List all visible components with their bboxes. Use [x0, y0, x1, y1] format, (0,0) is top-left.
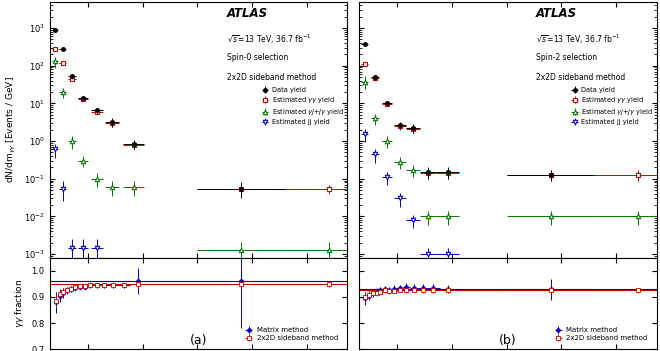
Text: Spin-2 selection: Spin-2 selection — [536, 53, 597, 62]
Text: 2x2D sideband method: 2x2D sideband method — [536, 73, 626, 82]
Legend: Matrix method, 2x2D sideband method: Matrix method, 2x2D sideband method — [241, 324, 341, 344]
Legend: Matrix method, 2x2D sideband method: Matrix method, 2x2D sideband method — [550, 324, 650, 344]
Text: (a): (a) — [189, 335, 207, 347]
Text: Spin-0 selection: Spin-0 selection — [226, 53, 288, 62]
Legend: Data yield, Estimated $\gamma\gamma$ yield, Estimated $\gamma j$+$j\gamma$ yield: Data yield, Estimated $\gamma\gamma$ yie… — [261, 87, 344, 125]
Text: (b): (b) — [499, 335, 517, 347]
Text: $\sqrt{s}$=13 TeV, 36.7 fb$^{-1}$: $\sqrt{s}$=13 TeV, 36.7 fb$^{-1}$ — [536, 33, 620, 46]
Text: $\sqrt{s}$=13 TeV, 36.7 fb$^{-1}$: $\sqrt{s}$=13 TeV, 36.7 fb$^{-1}$ — [226, 33, 311, 46]
Text: 2x2D sideband method: 2x2D sideband method — [226, 73, 316, 82]
Text: ATLAS: ATLAS — [226, 7, 268, 20]
Y-axis label: $\gamma\gamma$ fraction: $\gamma\gamma$ fraction — [13, 279, 26, 328]
Legend: Data yield, Estimated $\gamma\gamma$ yield, Estimated $\gamma j$+$j\gamma$ yield: Data yield, Estimated $\gamma\gamma$ yie… — [571, 87, 653, 125]
Y-axis label: dN/dm$_{\gamma\gamma}$ [Events / GeV]: dN/dm$_{\gamma\gamma}$ [Events / GeV] — [5, 77, 18, 183]
Text: ATLAS: ATLAS — [536, 7, 578, 20]
